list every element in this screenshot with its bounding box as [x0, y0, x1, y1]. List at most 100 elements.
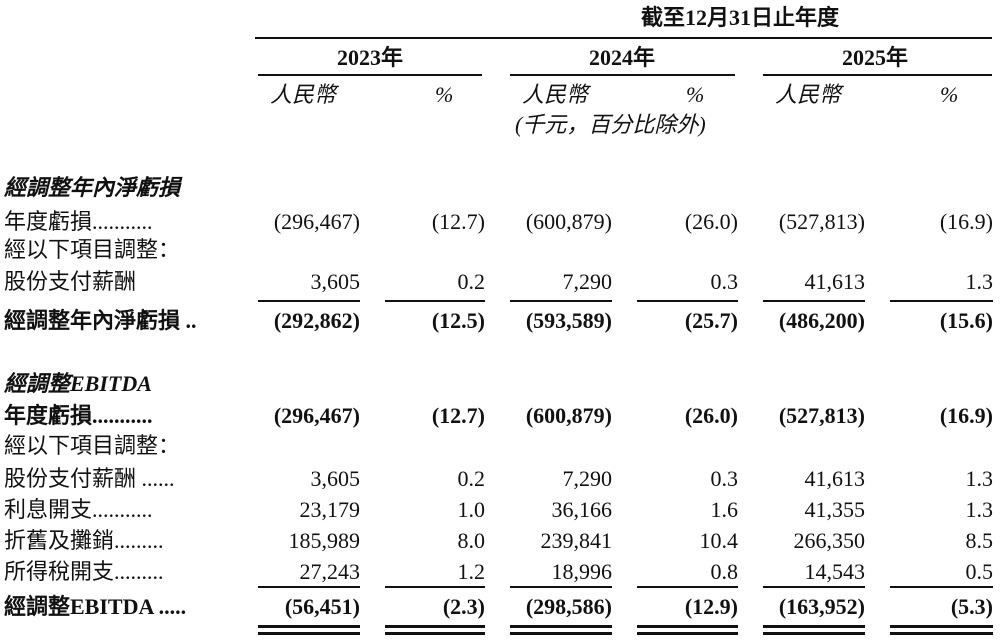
percent-header: %	[686, 82, 705, 107]
row-label: 利息開支...........	[4, 497, 153, 522]
year-header: 2024年	[588, 45, 655, 70]
cell-value: 8.5	[965, 528, 994, 553]
cell-value: (26.0)	[684, 209, 738, 234]
cell-value: (527,813)	[778, 209, 865, 234]
rule	[763, 300, 865, 302]
cell-value: 7,290	[562, 466, 613, 491]
cell-value: (296,467)	[273, 403, 360, 428]
currency-header: 人民幣	[522, 82, 589, 107]
rule	[763, 74, 992, 76]
rule	[510, 300, 612, 302]
cell-value: (16.9)	[939, 403, 993, 428]
cell-value: (12.5)	[431, 308, 485, 333]
currency-header: 人民幣	[775, 82, 842, 107]
rule	[763, 586, 865, 588]
rule	[255, 37, 992, 39]
cell-value: (15.6)	[939, 308, 993, 333]
rule	[258, 632, 360, 635]
rule	[385, 300, 485, 302]
row-label: 折舊及攤銷.........	[4, 528, 164, 553]
currency-header: 人民幣	[270, 82, 337, 107]
unit-note: (千元，百分比除外)	[515, 112, 706, 137]
cell-value: 8.0	[457, 528, 486, 553]
percent-header: %	[435, 82, 454, 107]
year-header: 2025年	[841, 45, 908, 70]
cell-value: 0.3	[710, 269, 739, 294]
cell-value: (486,200)	[778, 308, 865, 333]
cell-value: 3,605	[310, 466, 361, 491]
cell-value: 41,613	[804, 269, 866, 294]
cell-value: (16.9)	[939, 209, 993, 234]
cell-value: (56,451)	[284, 594, 360, 619]
cell-value: 1.3	[965, 497, 994, 522]
period-header: 截至12月31日止年度	[640, 5, 839, 30]
section-title: 經調整年內淨虧損	[4, 175, 181, 200]
cell-value: 0.8	[710, 559, 739, 584]
rule	[890, 586, 993, 588]
rule	[763, 625, 865, 628]
cell-value: 0.3	[710, 466, 739, 491]
cell-value: (25.7)	[684, 308, 738, 333]
cell-value: 1.3	[965, 466, 994, 491]
row-label: 所得稅開支.........	[4, 559, 164, 584]
rule	[510, 74, 735, 76]
cell-value: 7,290	[562, 269, 613, 294]
row-label: 經調整EBITDA .....	[4, 594, 187, 619]
cell-value: (527,813)	[778, 403, 865, 428]
row-label: 年度虧損...........	[4, 209, 153, 234]
cell-value: 41,355	[804, 497, 866, 522]
cell-value: (12.9)	[684, 594, 738, 619]
cell-value: 27,243	[299, 559, 361, 584]
year-header: 2023年	[336, 45, 403, 70]
rule	[637, 300, 738, 302]
cell-value: (163,952)	[778, 594, 865, 619]
cell-value: 1.6	[710, 497, 739, 522]
cell-value: 3,605	[310, 269, 361, 294]
rule	[763, 632, 865, 635]
cell-value: 0.2	[457, 466, 486, 491]
cell-value: 0.5	[965, 559, 994, 584]
rule	[385, 625, 485, 628]
cell-value: (600,879)	[525, 403, 612, 428]
cell-value: (12.7)	[431, 209, 485, 234]
cell-value: 0.2	[457, 269, 486, 294]
rule	[385, 586, 485, 588]
cell-value: 1.0	[457, 497, 486, 522]
percent-header: %	[940, 82, 959, 107]
row-label: 股份支付薪酬	[4, 269, 137, 294]
rule	[890, 632, 993, 635]
rule	[890, 625, 993, 628]
cell-value: 41,613	[804, 466, 866, 491]
rule	[385, 632, 485, 635]
cell-value: 239,841	[540, 528, 613, 553]
rule	[510, 625, 612, 628]
cell-value: (12.7)	[431, 403, 485, 428]
row-label: 股份支付薪酬 ......	[4, 466, 175, 491]
cell-value: 36,166	[551, 497, 613, 522]
row-label: 年度虧損...........	[4, 403, 153, 428]
cell-value: (292,862)	[273, 308, 360, 333]
rule	[637, 586, 738, 588]
cell-value: (600,879)	[525, 209, 612, 234]
rule	[510, 632, 612, 635]
rule	[890, 300, 993, 302]
cell-value: 1.2	[457, 559, 486, 584]
row-label: 經以下項目調整：	[4, 433, 181, 458]
rule	[258, 300, 360, 302]
rule	[510, 586, 612, 588]
cell-value: (26.0)	[684, 403, 738, 428]
cell-value: 14,543	[804, 559, 866, 584]
cell-value: 18,996	[551, 559, 613, 584]
cell-value: (593,589)	[525, 308, 612, 333]
cell-value: 1.3	[965, 269, 994, 294]
cell-value: (2.3)	[442, 594, 485, 619]
row-label: 經調整年內淨虧損 ..	[4, 308, 197, 333]
rule	[637, 632, 738, 635]
cell-value: 23,179	[299, 497, 361, 522]
cell-value: 185,989	[288, 528, 361, 553]
rule	[258, 625, 360, 628]
rule	[258, 74, 482, 76]
cell-value: 10.4	[699, 528, 739, 553]
rule	[637, 625, 738, 628]
